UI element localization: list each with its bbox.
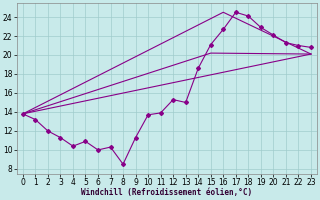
- X-axis label: Windchill (Refroidissement éolien,°C): Windchill (Refroidissement éolien,°C): [81, 188, 252, 197]
